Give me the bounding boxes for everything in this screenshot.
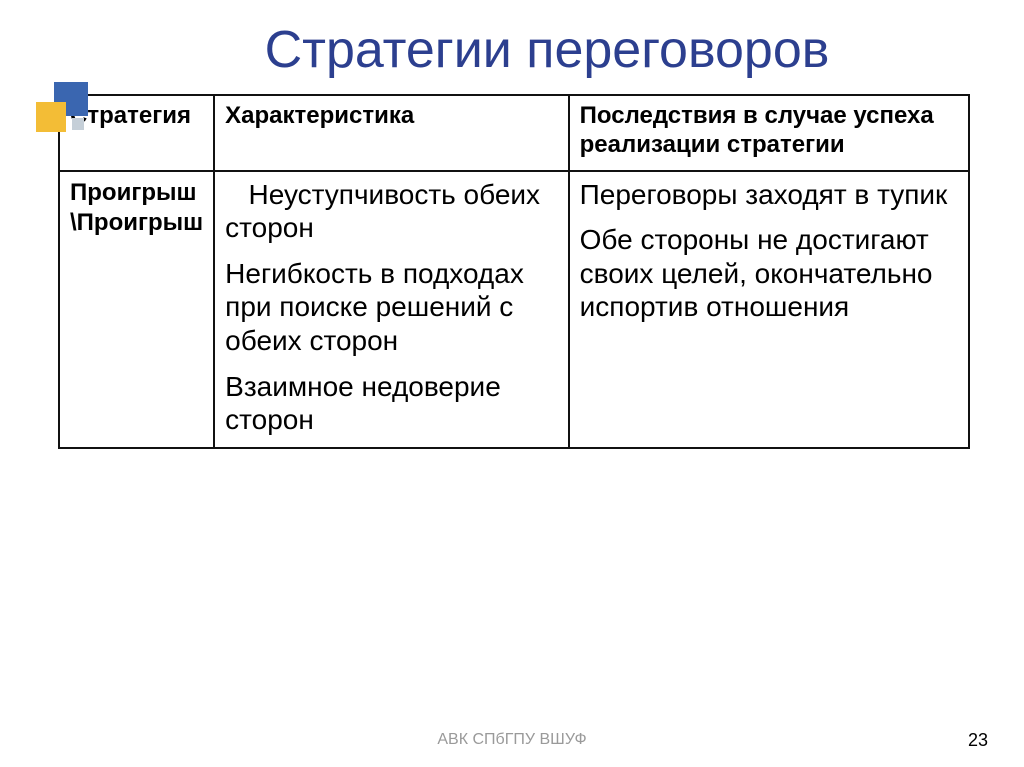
square-gray-icon	[72, 118, 84, 130]
footer-text: АВК СПбГПУ ВШУФ	[0, 731, 1024, 749]
header-characteristic: Характеристика	[214, 95, 568, 171]
char-para-1: Неуступчивость обеих сторон	[225, 178, 557, 245]
cons-para-2: Обе стороны не достигают своих целей, ок…	[580, 223, 958, 324]
cons-para-1: Переговоры заходят в тупик	[580, 178, 958, 212]
row-label-line2: \Проигрыш	[70, 208, 203, 238]
header-consequences: Последствия в случае успеха реализации с…	[569, 95, 969, 171]
square-yellow-icon	[36, 102, 66, 132]
table-row: Проигрыш \Проигрыш Неуступчивость обеих …	[59, 171, 969, 448]
strategies-table: Стратегия Характеристика Последствия в с…	[58, 94, 970, 449]
table-header-row: Стратегия Характеристика Последствия в с…	[59, 95, 969, 171]
page-number: 23	[968, 730, 988, 751]
cell-consequences: Переговоры заходят в тупик Обе стороны н…	[569, 171, 969, 448]
char-para-3: Взаимное недоверие сторон	[225, 370, 557, 437]
char-para-2: Негибкость в подходах при поиске решений…	[225, 257, 557, 358]
slide: Стратегии переговоров Стратегия Характер…	[0, 0, 1024, 767]
decorative-squares	[26, 82, 90, 146]
row-label: Проигрыш \Проигрыш	[59, 171, 214, 448]
slide-title: Стратегии переговоров	[70, 20, 1024, 80]
row-label-line1: Проигрыш	[70, 178, 203, 208]
cell-characteristic: Неуступчивость обеих сторон Негибкость в…	[214, 171, 568, 448]
